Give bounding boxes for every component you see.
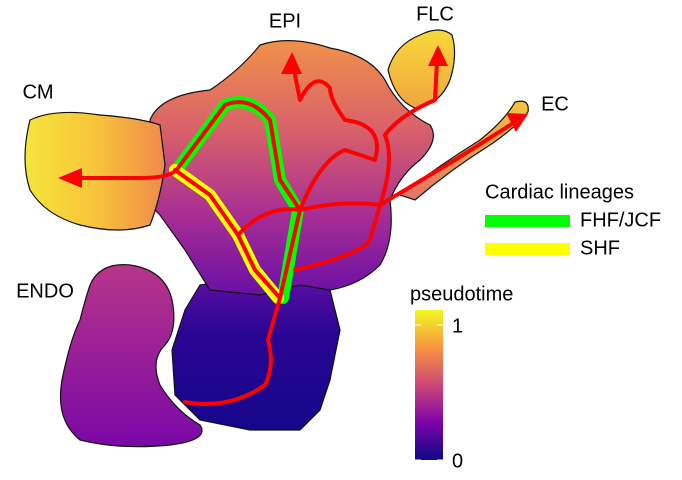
colorbar [415,310,443,460]
arrowhead [428,45,448,66]
arrowheads [58,45,528,188]
endo-cluster [59,264,203,448]
colorbar-ticks: 01 [415,315,463,472]
legend-swatch [485,215,570,227]
arrowhead [281,52,302,74]
legend: FHF/JCF SHF [485,209,661,259]
cluster-label: ENDO [16,280,74,302]
lineage-curves [58,45,528,406]
trajectory [291,63,379,212]
trajectories [68,58,517,406]
colorbar-tick-label: 0 [452,450,463,472]
trajectory [293,120,517,272]
main-cluster [134,40,434,296]
legend-title: Cardiac lineages [485,181,634,203]
arrowhead [506,113,528,132]
cluster-label: FLC [416,3,454,25]
cm-cluster [24,111,166,231]
embedding [24,29,529,448]
cluster-label: EC [541,93,569,115]
legend-label: FHF/JCF [580,209,661,231]
legend-label: SHF [580,237,620,259]
cluster-label: EPI [269,10,301,32]
colorbar-title: pseudotime [410,283,513,305]
colorbar-tick-label: 1 [452,315,463,337]
legend-swatch [485,243,570,255]
cluster-label: CM [22,81,53,103]
flc-cluster [387,29,456,109]
arrowhead [58,168,82,188]
